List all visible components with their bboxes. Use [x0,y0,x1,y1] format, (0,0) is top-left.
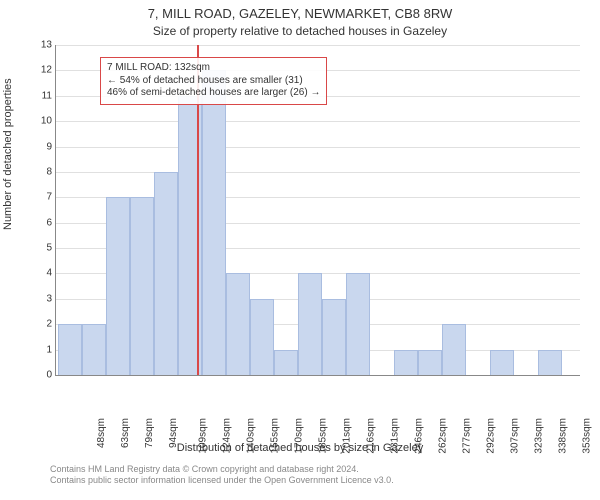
x-tick-label: 124sqm [222,418,233,454]
histogram-bar [106,197,130,375]
y-tick-label: 9 [28,141,52,152]
annotation-line-1: 7 MILL ROAD: 132sqm [107,62,320,75]
x-tick-label: 262sqm [438,418,449,454]
histogram-bar [82,324,106,375]
annotation-line-2: ← 54% of detached houses are smaller (31… [107,75,320,88]
y-tick-label: 7 [28,192,52,203]
histogram-bar [202,70,226,375]
y-tick-label: 13 [28,40,52,51]
x-tick-label: 109sqm [198,418,209,454]
x-tick-label: 277sqm [462,418,473,454]
gridline [56,172,580,173]
x-tick-label: 140sqm [246,418,257,454]
x-tick-label: 216sqm [366,418,377,454]
x-tick-label: 185sqm [318,418,329,454]
plot-area: 01234567891011121348sqm63sqm79sqm94sqm10… [55,45,580,376]
chart-container: { "title_line1": "7, MILL ROAD, GAZELEY,… [0,0,600,500]
y-tick-label: 11 [28,90,52,101]
y-tick-label: 1 [28,344,52,355]
x-tick-label: 79sqm [144,418,155,448]
annotation-box: 7 MILL ROAD: 132sqm← 54% of detached hou… [100,57,327,105]
annotation-line-3: 46% of semi-detached houses are larger (… [107,87,320,100]
x-tick-label: 170sqm [294,418,305,454]
y-tick-label: 8 [28,166,52,177]
y-axis-label: Number of detached properties [2,78,14,230]
x-tick-label: 231sqm [390,418,401,454]
x-tick-label: 246sqm [414,418,425,454]
y-tick-label: 2 [28,319,52,330]
y-tick-label: 12 [28,65,52,76]
attribution-line-2: Contains public sector information licen… [50,475,590,486]
y-tick-label: 10 [28,116,52,127]
histogram-bar [58,324,82,375]
histogram-bar [250,299,274,375]
gridline [56,45,580,46]
histogram-bar [226,273,250,375]
y-tick-label: 4 [28,268,52,279]
x-tick-label: 48sqm [96,418,107,448]
histogram-bar [274,350,298,375]
histogram-bar [130,197,154,375]
histogram-bar [538,350,562,375]
histogram-bar [490,350,514,375]
attribution-text: Contains HM Land Registry data © Crown c… [50,464,590,486]
x-tick-label: 307sqm [510,418,521,454]
x-tick-label: 201sqm [342,418,353,454]
x-tick-label: 292sqm [486,418,497,454]
y-tick-label: 0 [28,370,52,381]
chart-title-line-1: 7, MILL ROAD, GAZELEY, NEWMARKET, CB8 8R… [0,6,600,21]
histogram-bar [394,350,418,375]
y-tick-label: 5 [28,243,52,254]
x-tick-label: 94sqm [168,418,179,448]
y-tick-label: 3 [28,293,52,304]
attribution-line-1: Contains HM Land Registry data © Crown c… [50,464,590,475]
chart-title-line-2: Size of property relative to detached ho… [0,24,600,38]
x-tick-label: 155sqm [270,418,281,454]
histogram-bar [418,350,442,375]
x-tick-label: 323sqm [534,418,545,454]
histogram-bar [322,299,346,375]
histogram-bar [442,324,466,375]
gridline [56,121,580,122]
x-tick-label: 353sqm [582,418,593,454]
histogram-bar [154,172,178,375]
histogram-bar [298,273,322,375]
x-tick-label: 63sqm [120,418,131,448]
x-tick-label: 338sqm [558,418,569,454]
histogram-bar [346,273,370,375]
gridline [56,147,580,148]
y-tick-label: 6 [28,217,52,228]
